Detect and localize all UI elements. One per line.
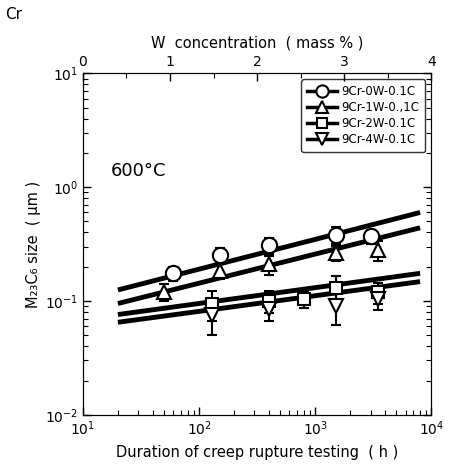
Text: 600°C: 600°C [111,162,166,180]
Text: Cr: Cr [5,7,22,22]
Legend: 9Cr-0W-0.1C, 9Cr-1W-0.,1C, 9Cr-2W-0.1C, 9Cr-4W-0.1C: 9Cr-0W-0.1C, 9Cr-1W-0.,1C, 9Cr-2W-0.1C, … [301,79,426,152]
X-axis label: Duration of creep rupture testing  ( h ): Duration of creep rupture testing ( h ) [116,445,398,460]
X-axis label: W  concentration  ( mass % ): W concentration ( mass % ) [151,36,364,51]
Y-axis label: M₂₃C₆ size  ( μm ): M₂₃C₆ size ( μm ) [26,181,41,308]
